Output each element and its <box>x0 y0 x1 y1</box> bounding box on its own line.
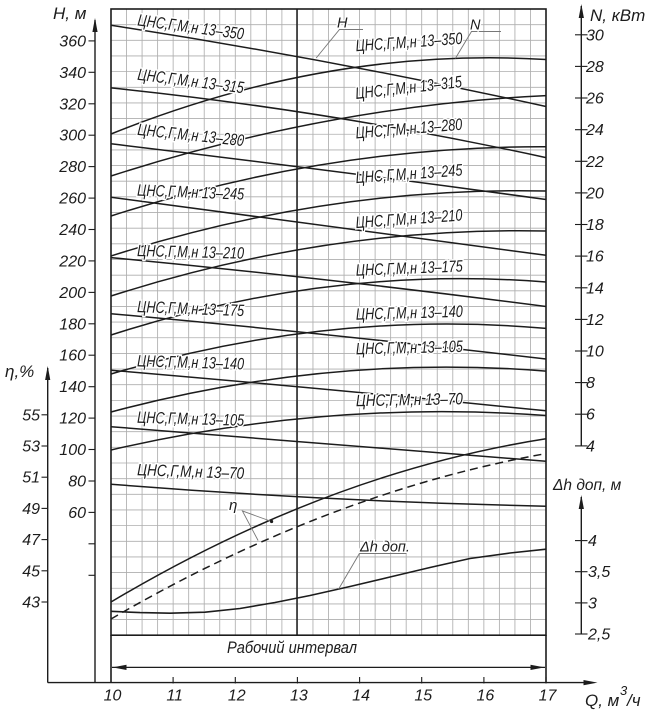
svg-text:120: 120 <box>59 411 86 428</box>
svg-text:H, м: H, м <box>53 4 87 23</box>
svg-text:3: 3 <box>588 595 597 612</box>
svg-text:N, кВт: N, кВт <box>590 6 645 25</box>
svg-text:ЦНС,Г,М,н 13–175: ЦНС,Г,М,н 13–175 <box>137 298 245 320</box>
svg-text:160: 160 <box>59 348 86 365</box>
svg-text:49: 49 <box>22 501 40 518</box>
svg-text:3: 3 <box>620 683 628 698</box>
svg-text:260: 260 <box>58 191 86 208</box>
svg-text:15: 15 <box>414 688 432 705</box>
svg-text:100: 100 <box>59 442 86 459</box>
svg-text:43: 43 <box>22 595 40 612</box>
svg-text:45: 45 <box>22 563 40 580</box>
svg-text:ЦНС,Г,М,н 13–210: ЦНС,Г,М,н 13–210 <box>137 242 245 263</box>
svg-text:220: 220 <box>58 253 86 270</box>
svg-text:53: 53 <box>22 439 40 456</box>
svg-text:10: 10 <box>104 688 122 705</box>
svg-text:ЦНС,Г,М,н 13–105: ЦНС,Г,М,н 13–105 <box>356 338 464 359</box>
svg-text:η,%: η,% <box>5 362 34 381</box>
svg-text:Рабочий интервал: Рабочий интервал <box>227 638 357 657</box>
svg-text:ЦНС,Г,М,н 13–70: ЦНС,Г,М,н 13–70 <box>356 390 464 410</box>
svg-text:12: 12 <box>228 688 246 705</box>
svg-text:200: 200 <box>58 285 86 302</box>
svg-text:55: 55 <box>22 407 40 424</box>
svg-text:300: 300 <box>59 128 86 145</box>
svg-text:ЦНС,Г,М,н 13–70: ЦНС,Г,М,н 13–70 <box>137 461 245 483</box>
svg-text:ЦНС,Г,М,н 13–140: ЦНС,Г,М,н 13–140 <box>137 352 245 373</box>
svg-text:240: 240 <box>58 222 86 239</box>
svg-text:ЦНС,Г,М,н 13–140: ЦНС,Г,М,н 13–140 <box>356 303 464 324</box>
svg-text:/ч: /ч <box>626 691 641 710</box>
svg-text:60: 60 <box>68 505 86 522</box>
svg-text:ЦНС,Г,М,н 13–105: ЦНС,Г,М,н 13–105 <box>137 409 245 430</box>
svg-text:Δh доп.: Δh доп. <box>359 540 410 556</box>
svg-text:ЦНС,Г,М,н 13–175: ЦНС,Г,М,н 13–175 <box>355 258 463 280</box>
svg-text:η: η <box>229 497 237 514</box>
svg-text:22: 22 <box>585 154 604 171</box>
svg-text:8: 8 <box>586 375 595 392</box>
svg-text:280: 280 <box>58 159 86 176</box>
svg-text:20: 20 <box>585 185 604 202</box>
svg-text:Δh доп, м: Δh доп, м <box>552 477 622 494</box>
svg-text:2,5: 2,5 <box>587 627 610 644</box>
svg-text:24: 24 <box>585 122 604 139</box>
svg-text:14: 14 <box>352 688 370 705</box>
svg-text:340: 340 <box>59 65 86 82</box>
svg-text:H: H <box>337 16 348 32</box>
svg-text:16: 16 <box>476 688 494 705</box>
svg-text:51: 51 <box>22 470 40 487</box>
svg-text:320: 320 <box>59 96 86 113</box>
svg-text:80: 80 <box>68 474 86 491</box>
svg-text:140: 140 <box>59 379 86 396</box>
svg-text:11: 11 <box>166 688 183 705</box>
svg-text:28: 28 <box>585 59 604 76</box>
svg-text:12: 12 <box>586 312 604 329</box>
svg-text:30: 30 <box>586 27 604 44</box>
svg-text:360: 360 <box>59 33 86 50</box>
svg-text:16: 16 <box>586 249 604 266</box>
svg-text:3,5: 3,5 <box>588 564 610 581</box>
svg-text:180: 180 <box>59 316 86 333</box>
svg-text:N: N <box>470 18 481 34</box>
svg-text:Q, м: Q, м <box>585 691 620 710</box>
svg-text:17: 17 <box>539 688 558 705</box>
svg-text:4: 4 <box>588 533 597 550</box>
svg-text:14: 14 <box>586 280 604 297</box>
svg-text:47: 47 <box>22 532 41 549</box>
svg-text:4: 4 <box>586 438 595 455</box>
svg-text:26: 26 <box>585 91 604 108</box>
svg-text:10: 10 <box>586 344 604 361</box>
svg-text:6: 6 <box>586 407 595 424</box>
svg-text:18: 18 <box>586 217 604 234</box>
svg-text:13: 13 <box>290 688 308 705</box>
